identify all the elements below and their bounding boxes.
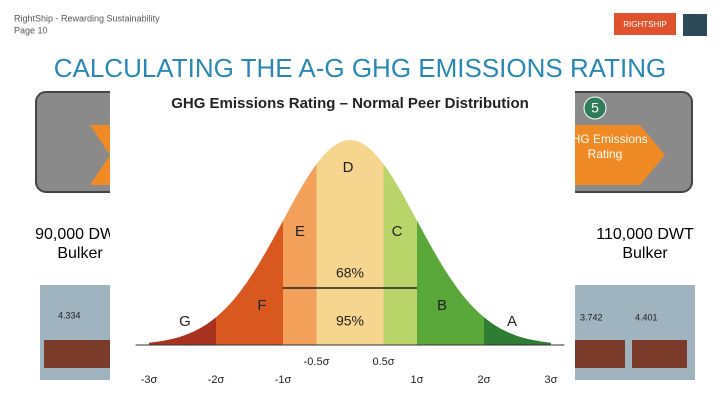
left-ship: 90,000 DWT Bulker	[35, 226, 125, 262]
band-95-label: 95%	[336, 313, 364, 329]
left-ship-wrap: 90,000 DWT Bulker	[35, 226, 125, 262]
logo: RIGHTSHIP	[623, 20, 667, 29]
company: RightShip - Rewarding Sustainability	[14, 13, 160, 23]
grade-label: E	[295, 223, 305, 240]
page-number: Page 10	[14, 25, 48, 35]
sigma-label: 2σ	[478, 374, 491, 386]
grade-label: F	[257, 297, 266, 314]
grade-area	[484, 317, 551, 345]
step-number: 5	[591, 100, 599, 116]
grade-area	[383, 164, 417, 345]
grade-area	[149, 317, 216, 345]
logo-icon	[683, 14, 707, 36]
sigma-label: -0.5σ	[304, 356, 330, 368]
right-value: 4.401	[635, 312, 658, 322]
band-68-label: 68%	[336, 265, 364, 281]
grade-label: D	[343, 159, 354, 176]
sigma-label: 1σ	[411, 374, 424, 386]
slide-title: CALCULATING THE A-G GHG EMISSIONS RATING	[54, 53, 667, 83]
grade-area	[417, 220, 484, 345]
distribution-title: GHG Emissions Rating – Normal Peer Distr…	[171, 95, 529, 112]
grade-label: B	[437, 297, 447, 314]
step-label: GHG Emissions Rating	[562, 132, 648, 161]
grade-area	[283, 164, 317, 345]
ship-hull	[632, 340, 687, 368]
arrow-right	[570, 125, 665, 185]
ship-hull	[570, 340, 625, 368]
grade-area	[216, 220, 283, 345]
sigma-label: 3σ	[545, 374, 558, 386]
right-ship-wrap: 110,000 DWT Bulker	[596, 226, 694, 262]
sigma-label: -3σ	[141, 374, 158, 386]
right-value: 3.742	[580, 312, 603, 322]
right-ship: 110,000 DWT Bulker	[596, 226, 694, 262]
grade-label: C	[392, 223, 403, 240]
grade-label: A	[507, 313, 517, 330]
sigma-label: 0.5σ	[372, 356, 394, 368]
logo-box	[614, 13, 676, 35]
sigma-label: -2σ	[208, 374, 225, 386]
distribution-panel: GHG Emissions Rating – Normal Peer Distr…	[110, 88, 575, 405]
step-label-wrap: GHG Emissions Rating	[562, 132, 648, 161]
grade-area	[316, 140, 384, 345]
sigma-label: -1σ	[275, 374, 292, 386]
left-value: 4.334	[58, 310, 81, 320]
grade-label: G	[179, 313, 191, 330]
step-circle	[583, 96, 607, 120]
